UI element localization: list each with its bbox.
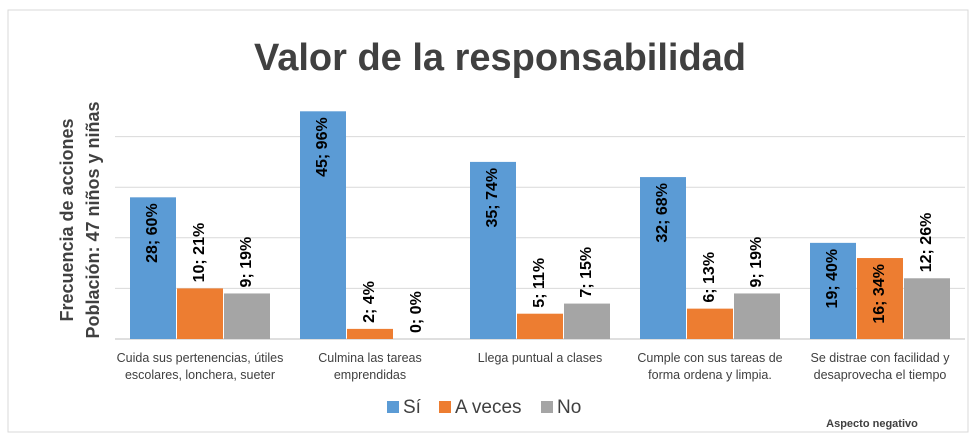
bar xyxy=(734,293,780,339)
data-label: 35; 74% xyxy=(484,168,501,228)
data-label: 12; 26% xyxy=(918,213,935,273)
legend-swatch xyxy=(439,401,451,413)
y-axis-label: Población: 47 niños y niñas xyxy=(83,101,103,338)
data-label: 7; 15% xyxy=(578,247,595,298)
data-label: 9; 19% xyxy=(238,237,255,288)
bar xyxy=(347,328,393,339)
bar xyxy=(904,278,950,339)
legend-swatch xyxy=(387,401,399,413)
y-axis-label: Frecuencia de acciones xyxy=(57,118,77,321)
legend-swatch xyxy=(541,401,553,413)
bar xyxy=(224,293,270,339)
x-tick-label: Llega puntual a clases xyxy=(477,351,603,365)
data-label: 5; 11% xyxy=(531,258,548,308)
bar xyxy=(517,313,563,339)
bar xyxy=(300,111,346,339)
data-label: 10; 21% xyxy=(191,223,208,283)
data-label: 2; 4% xyxy=(361,281,378,323)
legend-label: No xyxy=(557,397,581,418)
data-label: 0; 0% xyxy=(408,291,425,333)
legend-label: Sí xyxy=(403,397,422,418)
x-tick-label: Se distrae con facilidad y desaprovecha … xyxy=(810,351,950,382)
x-tick-label: Culmina las tareas emprendidas xyxy=(318,351,422,382)
bar xyxy=(810,242,856,339)
bar xyxy=(564,303,610,339)
bar xyxy=(640,177,686,339)
data-label: 6; 13% xyxy=(701,252,718,303)
bar xyxy=(470,161,516,339)
data-label: 45; 96% xyxy=(314,117,331,177)
data-label: 16; 34% xyxy=(871,264,888,324)
data-label: 19; 40% xyxy=(824,249,841,309)
bar xyxy=(687,308,733,339)
annotation: Aspecto negativo xyxy=(826,418,918,430)
bar xyxy=(130,197,176,339)
bar xyxy=(177,288,223,339)
bar xyxy=(857,258,903,339)
legend-label: A veces xyxy=(455,397,522,418)
x-tick-label: Cuida sus pertenencias, útiles escolares… xyxy=(116,351,284,382)
data-label: 28; 60% xyxy=(144,203,161,263)
data-label: 32; 68% xyxy=(654,183,671,243)
data-label: 9; 19% xyxy=(748,237,765,288)
chart-title: Valor de la responsabilidad xyxy=(254,37,746,79)
x-tick-label: Cumple con sus tareas de forma ordena y … xyxy=(637,351,783,382)
